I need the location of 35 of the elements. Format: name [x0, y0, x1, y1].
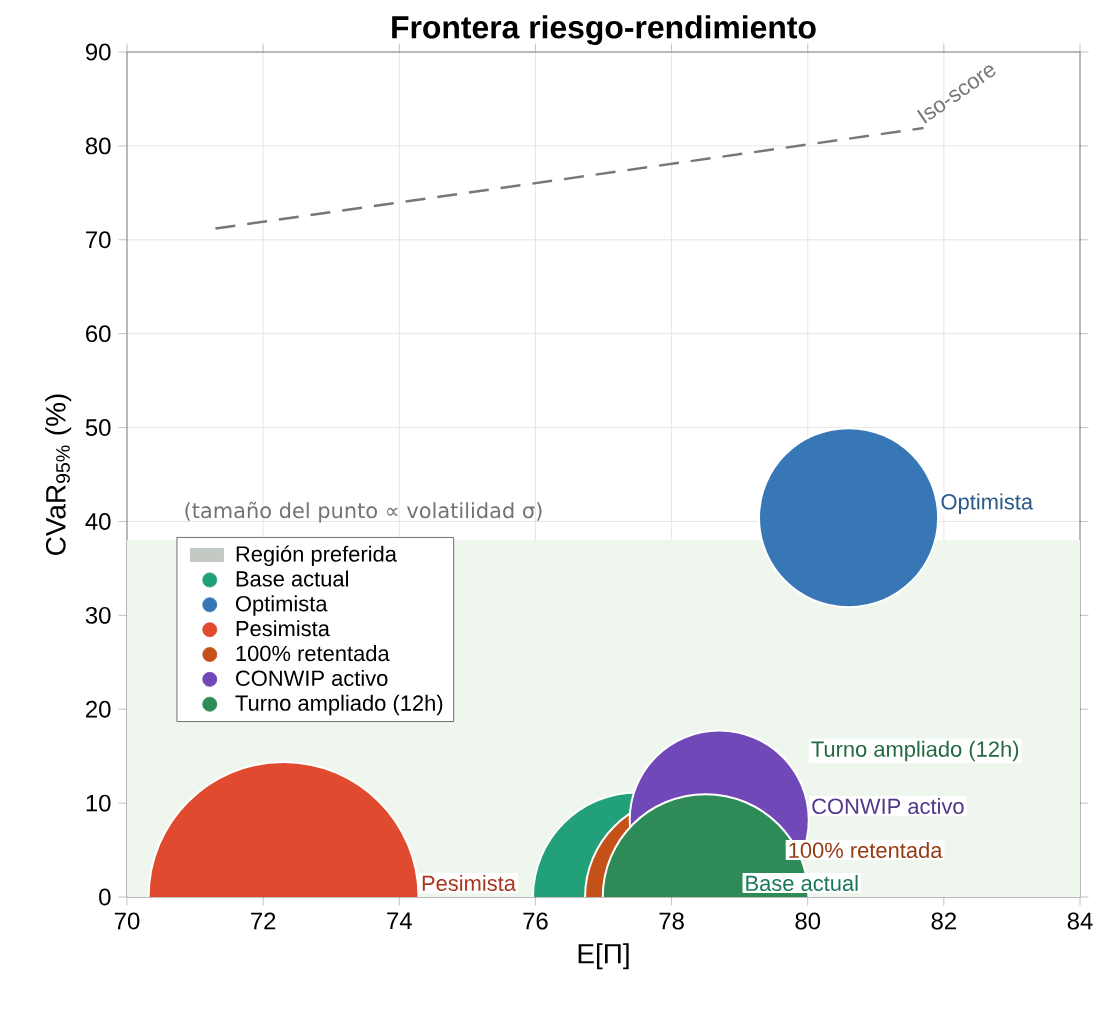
text: CONWIP activo	[812, 797, 964, 815]
y-tick-label: 60	[86, 325, 111, 343]
y-tick-label: 10	[86, 794, 111, 812]
annotation: (tamaño del punto ∝ volatilidad σ)	[185, 501, 542, 523]
y-tick-label: 70	[86, 231, 111, 249]
y-tick-label: 30	[85, 606, 111, 624]
x-tick-label: 70	[114, 912, 140, 930]
legend-label: CONWIP activo	[236, 669, 388, 687]
y-axis-title: CVaR$_{95%}$ (%)	[45, 394, 72, 555]
band-label: Región preferida	[236, 545, 397, 567]
y-tick-label: 50	[85, 419, 111, 437]
y-tick-label: 20	[86, 700, 111, 718]
x-tick-label: 72	[251, 912, 276, 930]
y-tick-label: 40	[85, 512, 111, 530]
y-tick-label: 80	[85, 137, 111, 155]
text: Pesimista	[422, 874, 516, 892]
x-tick-label: 80	[795, 912, 821, 930]
text: Optimista	[941, 493, 1034, 514]
y-tick-label: 0	[99, 888, 111, 906]
text: Base actual	[746, 874, 858, 892]
x-tick-label: 82	[931, 912, 956, 930]
x-tick-label: 78	[659, 912, 684, 930]
legend-label: Base actual	[236, 570, 348, 587]
chart-title: Frontera riesgo-rendimiento	[392, 15, 816, 46]
x-tick-label: 76	[523, 912, 548, 930]
x-tick-label: 74	[387, 912, 412, 929]
y-tick-label: 90	[85, 43, 111, 61]
legend-label: 100% retentada	[236, 645, 390, 662]
legend-label: Pesimista	[236, 620, 330, 637]
legend-label: Optimista	[235, 595, 328, 616]
text: 100% retentada	[789, 841, 943, 859]
x-tick-label: 84	[1067, 912, 1093, 930]
x-axis-title: E[Π]	[578, 943, 629, 970]
legend-label: Turno ampliado (12h)	[235, 694, 443, 716]
text: Turno ampliado (12h)	[811, 740, 1019, 762]
